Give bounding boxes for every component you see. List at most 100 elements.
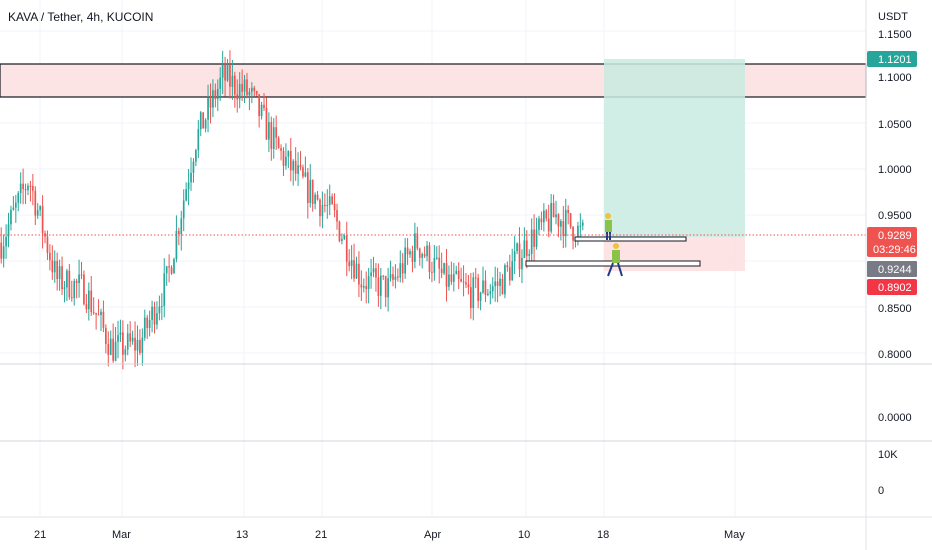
candle-body <box>139 339 141 353</box>
candle-body <box>499 278 501 286</box>
candle-body <box>56 260 59 280</box>
candle-body <box>58 266 61 280</box>
candle-body <box>29 185 32 187</box>
candle-body <box>268 122 270 140</box>
candle-body <box>36 210 39 216</box>
candle-body <box>394 276 397 280</box>
candle-body <box>362 286 365 288</box>
candle-body <box>319 199 321 217</box>
candle-body <box>73 280 76 299</box>
candle-body <box>304 172 307 177</box>
candle-body <box>547 218 550 232</box>
candle-body <box>226 64 229 81</box>
candle-body <box>243 79 246 92</box>
candle-body <box>289 151 292 171</box>
time-tick: 21 <box>34 529 46 541</box>
candle-body <box>119 332 122 336</box>
candle-body <box>343 235 346 240</box>
candle-body <box>367 276 370 289</box>
candle-body <box>302 167 304 177</box>
candle-body <box>224 64 226 81</box>
candle-body <box>185 189 188 201</box>
candle-body <box>348 261 351 267</box>
candle-body <box>450 274 453 282</box>
candle-body <box>365 286 368 289</box>
candle-body <box>479 292 482 301</box>
long-position-profit-zone[interactable] <box>604 59 745 237</box>
candle-body <box>564 209 567 237</box>
candle-body <box>294 160 297 174</box>
candle-body <box>7 224 10 237</box>
candle-body <box>316 194 319 200</box>
candle-body <box>173 259 175 274</box>
candle-body <box>22 183 24 190</box>
candle-body <box>92 312 95 314</box>
candle-body <box>10 209 12 225</box>
candle-body <box>112 338 115 361</box>
candle-body <box>396 276 399 278</box>
candle-body <box>141 337 144 353</box>
candle-body <box>146 317 149 329</box>
candle-body <box>168 266 170 268</box>
candle-body <box>474 277 477 279</box>
candle-body <box>443 263 445 274</box>
candle-body <box>350 260 353 267</box>
candle-body <box>370 272 372 277</box>
candle-body <box>309 179 312 203</box>
svg-text:1.1201: 1.1201 <box>878 54 912 66</box>
candle-body <box>560 221 562 227</box>
candle-body <box>323 204 326 206</box>
price-tick: 1.0000 <box>878 164 912 176</box>
candle-body <box>229 64 231 87</box>
candle-body <box>12 207 15 210</box>
candle-body <box>277 137 280 149</box>
candle-body <box>416 233 419 249</box>
candle-body <box>572 226 574 241</box>
candle-body <box>299 165 302 168</box>
svg-text:0.8902: 0.8902 <box>878 282 912 294</box>
candle-body <box>122 332 124 355</box>
candle-body <box>61 266 63 290</box>
demand-box-upper[interactable] <box>574 236 687 242</box>
candle-body <box>34 190 37 216</box>
candle-body <box>406 247 409 255</box>
candle-body <box>452 274 455 282</box>
candle-body <box>533 229 535 247</box>
candle-body <box>550 202 553 232</box>
candle-body <box>236 94 239 100</box>
candle-body <box>44 233 46 237</box>
candle-body <box>160 306 163 308</box>
candle-body <box>355 263 358 279</box>
candle-body <box>579 225 582 227</box>
candle-body <box>513 251 516 262</box>
candle-body <box>496 281 499 286</box>
candle-body <box>504 265 506 295</box>
candle-body <box>285 156 287 166</box>
candle-body <box>241 83 243 92</box>
candle-body <box>460 278 462 282</box>
candle-body <box>518 243 521 270</box>
candle-body <box>535 229 538 247</box>
candle-body <box>462 281 465 283</box>
candle-body <box>426 245 428 257</box>
candle-body <box>557 214 560 227</box>
candle-body <box>49 252 51 261</box>
candle-body <box>523 240 526 258</box>
candle-body <box>484 280 487 295</box>
candle-body <box>411 251 414 262</box>
candle-body <box>46 236 49 253</box>
candle-body <box>158 306 161 314</box>
candle-body <box>280 148 282 151</box>
candle-body <box>258 94 261 117</box>
price-tick: 0.9500 <box>878 210 912 222</box>
candle-body <box>282 150 285 166</box>
candle-body <box>260 104 263 117</box>
candle-body <box>24 189 27 191</box>
candle-body <box>297 165 299 174</box>
candle-body <box>219 77 222 89</box>
candle-body <box>311 179 314 204</box>
candle-body <box>104 327 107 345</box>
candle-body <box>501 278 504 295</box>
